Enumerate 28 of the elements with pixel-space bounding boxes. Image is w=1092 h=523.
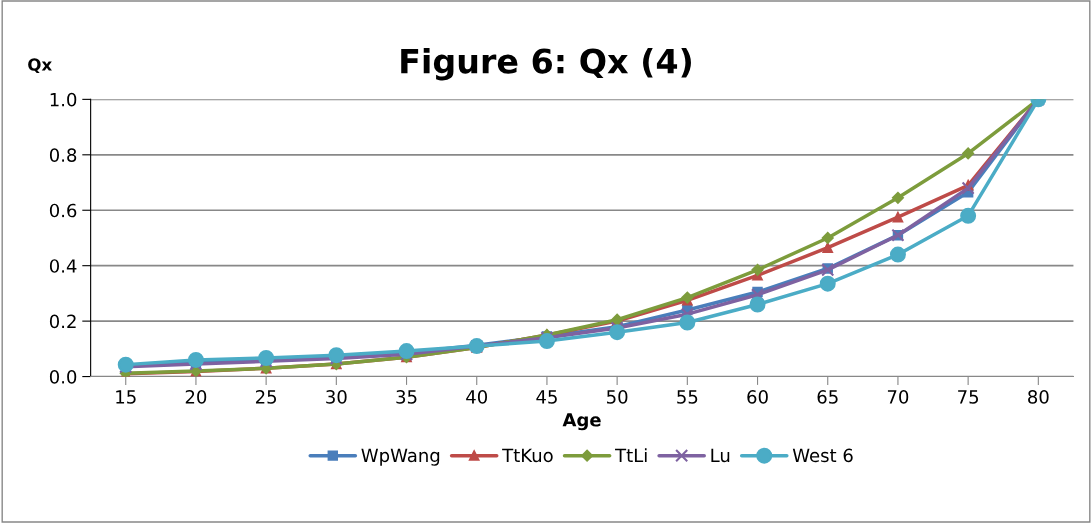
x-tick-label: 20 xyxy=(185,390,207,404)
legend-label: West 6 xyxy=(792,448,853,463)
x-axis-title: Age xyxy=(562,413,601,431)
x-tick-label: 55 xyxy=(677,390,698,404)
x-tick-label: 15 xyxy=(116,390,136,404)
y-tick-label: 0.0 xyxy=(49,370,77,384)
legend-label: WpWang xyxy=(361,448,440,466)
x-tick-label: 70 xyxy=(887,390,909,404)
x-tick-label: 75 xyxy=(958,390,979,404)
chart-title: Figure 6: Qx (4) xyxy=(401,47,691,81)
x-tick-label: 35 xyxy=(396,390,417,404)
x-tick-label: 50 xyxy=(607,390,628,404)
x-tick-label: 25 xyxy=(255,390,277,404)
y-tick-label: 0.4 xyxy=(49,259,77,273)
x-tick-label: 60 xyxy=(747,390,768,404)
y-tick-label: 0.2 xyxy=(49,314,76,329)
legend-label: Lu xyxy=(711,448,730,463)
x-tick-label: 40 xyxy=(466,390,488,404)
x-tick-label: 45 xyxy=(536,390,557,404)
legend-label: TtLi xyxy=(615,448,647,462)
y-tick-label: 0.8 xyxy=(49,148,77,162)
x-tick-label: 80 xyxy=(1028,390,1049,404)
legend-label: TtKuo xyxy=(502,448,553,463)
y-tick-label: 1.0 xyxy=(50,92,77,107)
x-tick-label: 30 xyxy=(326,390,347,404)
y-axis-title: Qx xyxy=(28,58,52,74)
y-tick-label: 0.6 xyxy=(49,203,77,218)
x-tick-label: 65 xyxy=(817,390,838,404)
